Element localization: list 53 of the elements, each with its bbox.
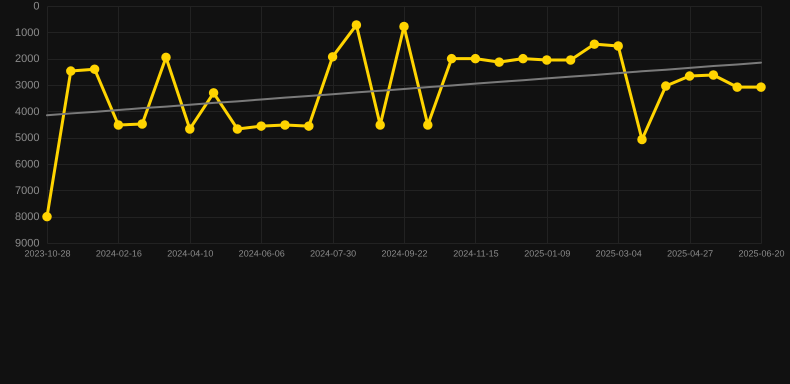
point: [114, 120, 124, 130]
point: [232, 124, 242, 134]
x-tick-label: 2025-03-04: [596, 248, 642, 258]
x-tick-label: 2024-02-16: [96, 248, 142, 258]
x-tick-label: 2024-11-15: [453, 248, 499, 258]
point: [280, 120, 290, 130]
point: [446, 54, 456, 64]
point: [399, 22, 409, 32]
point: [161, 52, 171, 62]
x-tick-label: 2025-06-20: [738, 248, 785, 258]
point: [185, 124, 195, 134]
point: [42, 212, 52, 222]
point: [684, 71, 694, 81]
y-tick-label: 7000: [15, 184, 40, 197]
point: [256, 121, 266, 131]
point: [208, 88, 218, 98]
y-tick-label: 2000: [15, 53, 40, 66]
point: [708, 70, 718, 80]
point: [518, 54, 528, 64]
point: [423, 120, 433, 130]
point: [375, 120, 385, 130]
point: [732, 82, 742, 92]
point: [328, 52, 338, 62]
y-tick-label: 9000: [15, 238, 40, 250]
point: [494, 57, 504, 67]
y-tick-label: 4000: [15, 106, 40, 118]
x-tick-label: 2025-01-09: [524, 248, 570, 258]
x-tick-label: 2024-09-22: [381, 248, 428, 258]
y-tick-label: 6000: [15, 158, 40, 170]
point: [637, 134, 647, 144]
point: [566, 55, 576, 65]
point: [542, 55, 552, 65]
point: [756, 82, 766, 92]
x-tick-label: 2024-06-06: [238, 248, 285, 258]
point: [137, 119, 147, 129]
point: [590, 39, 600, 49]
x-tick-label: 2023-10-28: [24, 248, 71, 258]
x-tick-label: 2024-04-10: [167, 248, 214, 258]
point: [352, 20, 362, 30]
y-tick-label: 8000: [15, 211, 40, 224]
x-tick-label: 2025-04-27: [667, 248, 714, 258]
y-tick-label: 3000: [15, 80, 40, 92]
point: [90, 64, 100, 74]
point: [304, 121, 314, 131]
y-tick-label: 0: [33, 0, 40, 12]
x-tick-label: 2024-07-30: [310, 248, 356, 258]
y-tick-label: 1000: [15, 26, 40, 39]
point: [66, 66, 76, 76]
point: [470, 54, 480, 64]
point: [613, 41, 623, 51]
line-series: [46, 62, 762, 116]
point: [661, 81, 671, 91]
y-tick-label: 5000: [15, 132, 40, 144]
